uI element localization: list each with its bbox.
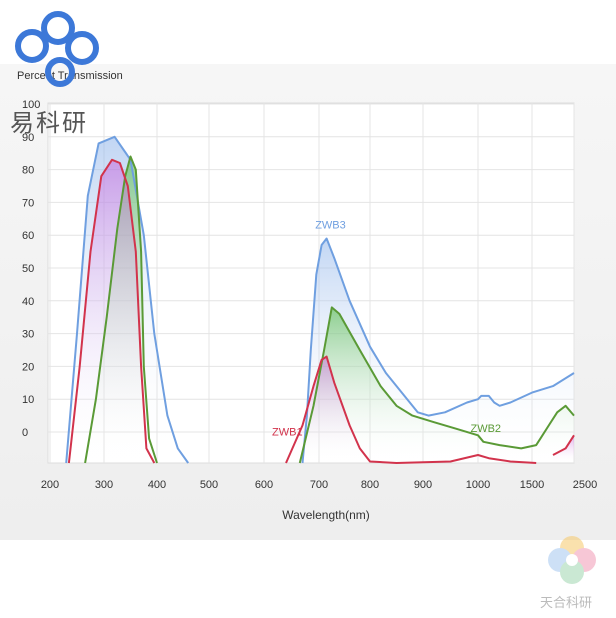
y-tick-label: 20 — [22, 361, 34, 373]
y-tick-label: 30 — [22, 329, 34, 341]
y-tick-label: 70 — [22, 197, 34, 209]
series-fill-zwb1 — [286, 356, 537, 463]
y-tick-label: 80 — [22, 165, 34, 177]
series-line-zwb2 — [84, 155, 158, 464]
x-tick-label: 500 — [200, 479, 218, 491]
x-tick-label: 200 — [41, 479, 59, 491]
x-tick-label: 800 — [361, 479, 379, 491]
series-line-zwb3 — [301, 237, 575, 464]
brand-logo-icon — [15, 11, 99, 87]
x-tick-label: 1000 — [466, 479, 490, 491]
series-fill-zwb2 — [299, 307, 574, 463]
x-tick-label: 600 — [255, 479, 273, 491]
series-line-zwb2 — [298, 306, 575, 464]
x-axis-label: Wavelength(nm) — [282, 508, 370, 522]
y-tick-label: 90 — [22, 132, 34, 144]
y-tick-label: 40 — [22, 296, 34, 308]
y-tick-label: 100 — [22, 99, 40, 111]
x-tick-label: 700 — [310, 479, 328, 491]
logo-text: 易科研 — [10, 109, 88, 137]
series-label-zwb2: ZWB2 — [470, 423, 501, 435]
x-tick-label: 300 — [95, 479, 113, 491]
x-tick-label: 400 — [148, 479, 166, 491]
watermark-flower-icon — [548, 536, 596, 584]
y-tick-label: 10 — [22, 394, 34, 406]
y-tick-label: 50 — [22, 263, 34, 275]
x-tick-label: 1500 — [520, 479, 544, 491]
watermark-text: 天合科研 — [540, 596, 593, 611]
x-tick-label: 2500 — [573, 479, 597, 491]
x-tick-label: 900 — [414, 479, 432, 491]
series-fill-zwb1 — [553, 435, 574, 463]
series-label-zwb3: ZWB3 — [315, 220, 346, 232]
series-line-zwb1 — [285, 355, 537, 464]
y-tick-label: 0 — [22, 427, 28, 439]
series-label-zwb1: ZWB1 — [272, 426, 303, 438]
series-line-zwb1 — [552, 434, 575, 456]
series-line-zwb1 — [67, 158, 156, 464]
y-tick-label: 60 — [22, 230, 34, 242]
